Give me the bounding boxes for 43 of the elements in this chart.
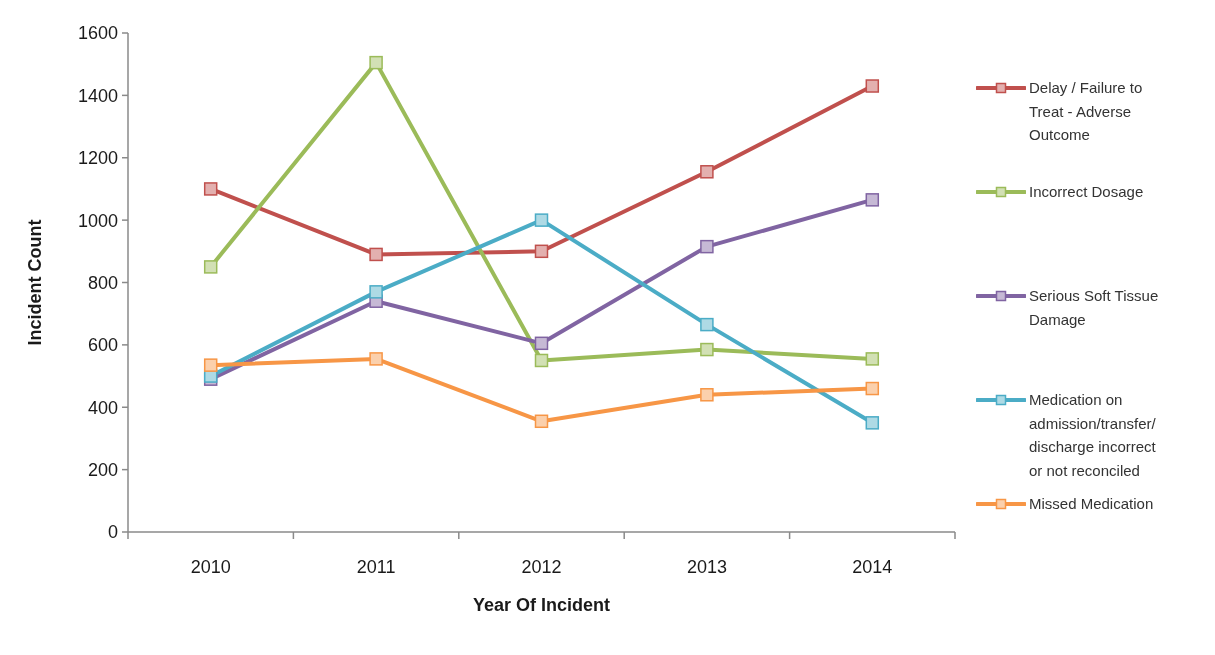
y-tick-label: 400	[87, 397, 118, 418]
legend-label: Medication on admission/transfer/discharge incorrect or not reconciled	[1029, 390, 1157, 481]
point	[534, 244, 549, 259]
y-tick-label: 1200	[77, 148, 118, 169]
point	[700, 239, 714, 254]
point	[534, 336, 549, 351]
x-tick-label: 2012	[521, 557, 562, 577]
legend-label: Incorrect Dosage	[1029, 182, 1145, 202]
point	[865, 79, 880, 93]
y-tick-label: 1400	[77, 85, 118, 106]
y-tick-label: 1600	[77, 23, 118, 44]
point	[865, 381, 880, 396]
point	[534, 414, 549, 429]
y-tick-label: 600	[87, 335, 118, 356]
point	[865, 352, 880, 366]
point	[700, 342, 714, 357]
y-tick-label: 200	[87, 460, 118, 481]
point	[865, 416, 880, 430]
point	[369, 247, 383, 262]
point	[534, 213, 549, 227]
point	[369, 352, 383, 366]
x-tick-label: 2014	[852, 557, 893, 577]
legend-label: Missed Medication	[1029, 494, 1155, 514]
point	[700, 317, 714, 332]
legend-label: Delay / Failure to Treat - Adverse Outcome	[1029, 78, 1144, 145]
point	[203, 358, 218, 372]
point	[203, 260, 218, 274]
y-tick-label: 1000	[77, 210, 118, 231]
point	[369, 55, 383, 70]
point	[203, 182, 218, 196]
x-tick-label: 2010	[190, 557, 231, 577]
point	[700, 388, 714, 402]
point	[534, 353, 549, 368]
legend-label: Serious Soft Tissue Damage	[1029, 286, 1160, 330]
x-tick-label: 2011	[356, 557, 396, 577]
point	[700, 165, 714, 179]
x-tick-label: 2013	[686, 557, 727, 577]
y-tick-label: 800	[87, 272, 118, 293]
y-tick-label: 0	[107, 522, 118, 543]
y-axis-title: Incident Count	[25, 219, 46, 346]
x-axis-title: Year Of Incident	[472, 595, 611, 615]
point	[865, 193, 880, 207]
point	[369, 285, 383, 299]
